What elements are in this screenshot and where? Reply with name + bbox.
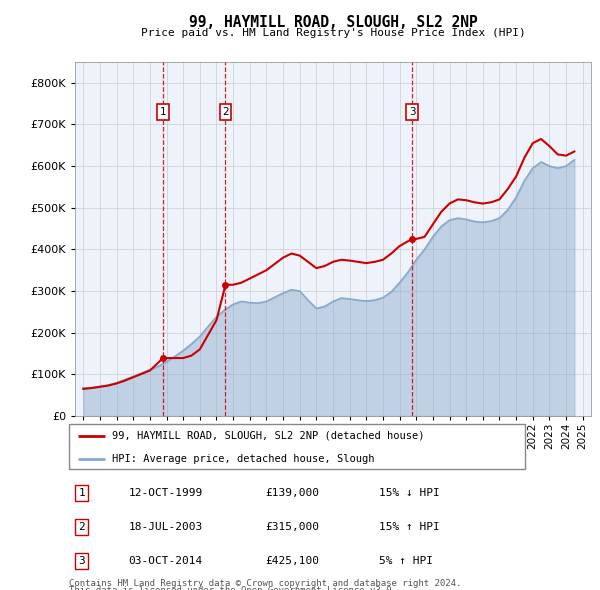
Text: 99, HAYMILL ROAD, SLOUGH, SL2 2NP: 99, HAYMILL ROAD, SLOUGH, SL2 2NP (188, 15, 478, 30)
Text: £315,000: £315,000 (265, 522, 319, 532)
Text: Contains HM Land Registry data © Crown copyright and database right 2024.: Contains HM Land Registry data © Crown c… (69, 579, 461, 588)
Text: 5% ↑ HPI: 5% ↑ HPI (379, 556, 433, 566)
Text: 3: 3 (409, 107, 415, 117)
Text: 18-JUL-2003: 18-JUL-2003 (128, 522, 203, 532)
Text: £139,000: £139,000 (265, 488, 319, 498)
Text: 1: 1 (79, 488, 85, 498)
Text: Price paid vs. HM Land Registry's House Price Index (HPI): Price paid vs. HM Land Registry's House … (140, 28, 526, 38)
FancyBboxPatch shape (69, 424, 525, 469)
Text: £425,100: £425,100 (265, 556, 319, 566)
Text: 03-OCT-2014: 03-OCT-2014 (128, 556, 203, 566)
Text: 1: 1 (160, 107, 166, 117)
Text: 2: 2 (222, 107, 229, 117)
Text: 15% ↑ HPI: 15% ↑ HPI (379, 522, 439, 532)
Text: 15% ↓ HPI: 15% ↓ HPI (379, 488, 439, 498)
Text: 99, HAYMILL ROAD, SLOUGH, SL2 2NP (detached house): 99, HAYMILL ROAD, SLOUGH, SL2 2NP (detac… (112, 431, 425, 441)
Text: 3: 3 (79, 556, 85, 566)
Text: 12-OCT-1999: 12-OCT-1999 (128, 488, 203, 498)
Text: 2: 2 (79, 522, 85, 532)
Text: This data is licensed under the Open Government Licence v3.0.: This data is licensed under the Open Gov… (69, 586, 397, 590)
Text: HPI: Average price, detached house, Slough: HPI: Average price, detached house, Slou… (112, 454, 375, 464)
